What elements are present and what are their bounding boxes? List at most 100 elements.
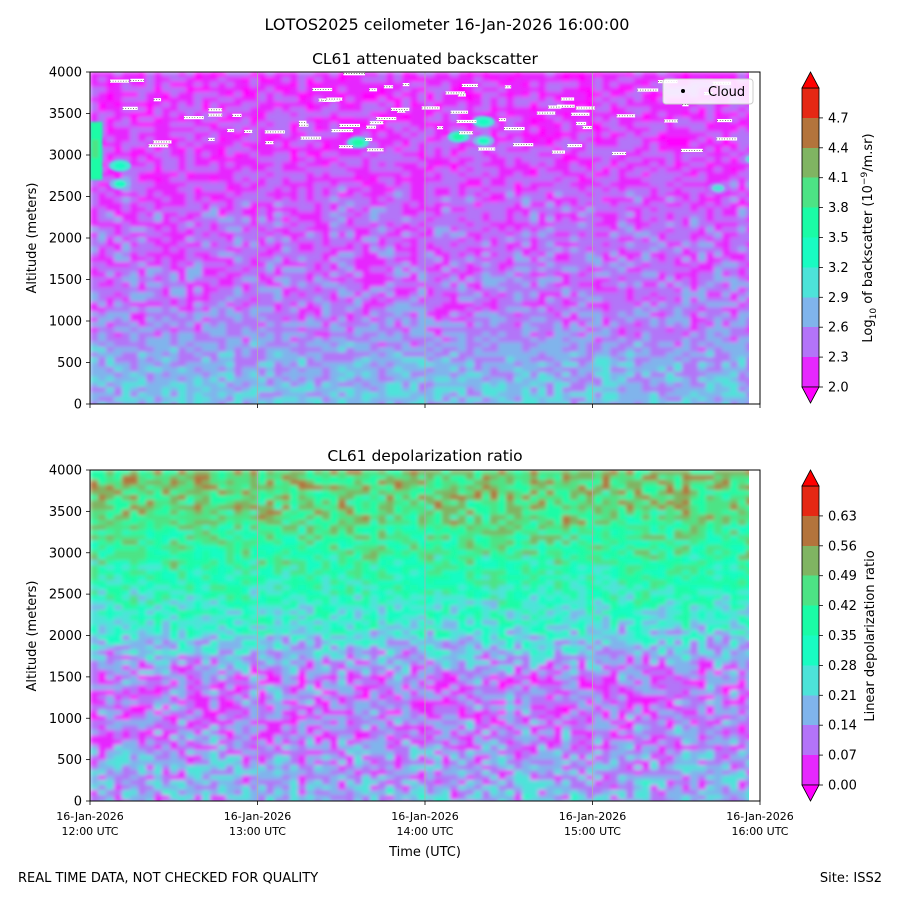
heatmap-cell <box>714 122 723 128</box>
heatmap-cell <box>698 277 707 283</box>
heatmap-cell <box>354 307 363 313</box>
heatmap-cell <box>618 287 627 293</box>
heatmap-cell <box>346 112 355 118</box>
heatmap-cell <box>202 302 211 308</box>
heatmap-cell <box>418 267 427 273</box>
heatmap-cell <box>458 72 467 78</box>
heatmap-cell <box>202 257 211 263</box>
heatmap-cell <box>450 72 459 78</box>
heatmap-cell <box>722 352 731 358</box>
heatmap-cell <box>282 97 291 103</box>
heatmap-cell <box>602 312 611 318</box>
heatmap-cell <box>658 322 667 328</box>
heatmap-cell <box>194 162 203 168</box>
heatmap-cell <box>178 132 187 138</box>
heatmap-cell <box>650 102 659 108</box>
heatmap-cell <box>642 187 651 193</box>
heatmap-cell <box>442 72 451 78</box>
heatmap-cell <box>546 297 555 303</box>
heatmap-cell <box>458 107 467 113</box>
heatmap-cell <box>578 142 587 148</box>
heatmap-cell <box>266 92 275 98</box>
heatmap-cell <box>114 87 123 93</box>
heatmap-cell <box>146 302 155 308</box>
heatmap-cell <box>418 87 427 93</box>
heatmap-cell <box>346 87 355 93</box>
heatmap-cell <box>466 137 475 143</box>
heatmap-cell <box>522 77 531 83</box>
heatmap-cell <box>314 232 323 238</box>
heatmap-cell <box>690 162 699 168</box>
heatmap-cell <box>538 152 547 158</box>
heatmap-cell <box>402 292 411 298</box>
heatmap-cell <box>458 307 467 313</box>
heatmap-cell <box>162 82 171 88</box>
heatmap-cell <box>378 92 387 98</box>
heatmap-cell <box>522 257 531 263</box>
heatmap-cell <box>658 332 667 338</box>
heatmap-cell <box>610 72 619 78</box>
heatmap-cell <box>354 257 363 263</box>
heatmap-cell <box>634 332 643 338</box>
heatmap-cell <box>682 342 691 348</box>
heatmap-cell <box>690 242 699 248</box>
heatmap-cell <box>186 327 195 333</box>
heatmap-cell <box>194 337 203 343</box>
heatmap-cell <box>266 357 275 363</box>
heatmap-cell <box>586 257 595 263</box>
heatmap-cell <box>370 157 379 163</box>
heatmap-cell <box>290 242 299 248</box>
heatmap-cell <box>210 82 219 88</box>
heatmap-cell <box>666 102 675 108</box>
heatmap-cell <box>362 187 371 193</box>
heatmap-cell <box>410 312 419 318</box>
heatmap-cell <box>90 357 99 363</box>
heatmap-cell <box>130 112 139 118</box>
heatmap-cell <box>258 242 267 248</box>
heatmap-cell <box>690 137 699 143</box>
heatmap-cell <box>594 232 603 238</box>
heatmap-cell <box>546 367 555 373</box>
heatmap-cell <box>498 87 507 93</box>
heatmap-cell <box>258 287 267 293</box>
heatmap-cell <box>290 177 299 183</box>
heatmap-cell <box>234 202 243 208</box>
heatmap-cell <box>690 312 699 318</box>
heatmap-cell <box>530 92 539 98</box>
heatmap-cell <box>666 192 675 198</box>
heatmap-cell <box>738 182 747 188</box>
heatmap-cell <box>458 237 467 243</box>
heatmap-cell <box>522 337 531 343</box>
heatmap-cell <box>234 272 243 278</box>
heatmap-cell <box>234 337 243 343</box>
heatmap-cell <box>522 72 531 78</box>
heatmap-cell <box>730 162 739 168</box>
heatmap-cell <box>546 112 555 118</box>
heatmap-cell <box>498 157 507 163</box>
heatmap-cell <box>402 127 411 133</box>
heatmap-cell <box>250 322 259 328</box>
heatmap-cell <box>226 302 235 308</box>
heatmap-cell <box>266 72 275 78</box>
heatmap-cell <box>98 117 107 123</box>
heatmap-cell <box>410 187 419 193</box>
heatmap-cell <box>170 267 179 273</box>
heatmap-cell <box>194 367 203 373</box>
heatmap-cell <box>538 292 547 298</box>
heatmap-cell <box>514 267 523 273</box>
heatmap-cell <box>586 282 595 288</box>
heatmap-cell <box>410 107 419 113</box>
heatmap-cell <box>186 152 195 158</box>
heatmap-cell <box>298 207 307 213</box>
heatmap-cell <box>434 262 443 268</box>
heatmap-cell <box>506 247 515 253</box>
heatmap-cell <box>634 122 643 128</box>
heatmap-cell <box>642 307 651 313</box>
heatmap-cell <box>490 257 499 263</box>
heatmap-cell <box>370 262 379 268</box>
heatmap-cell <box>642 342 651 348</box>
heatmap-cell <box>378 97 387 103</box>
heatmap-cell <box>674 352 683 358</box>
heatmap-cell <box>610 287 619 293</box>
heatmap-cell <box>418 182 427 188</box>
